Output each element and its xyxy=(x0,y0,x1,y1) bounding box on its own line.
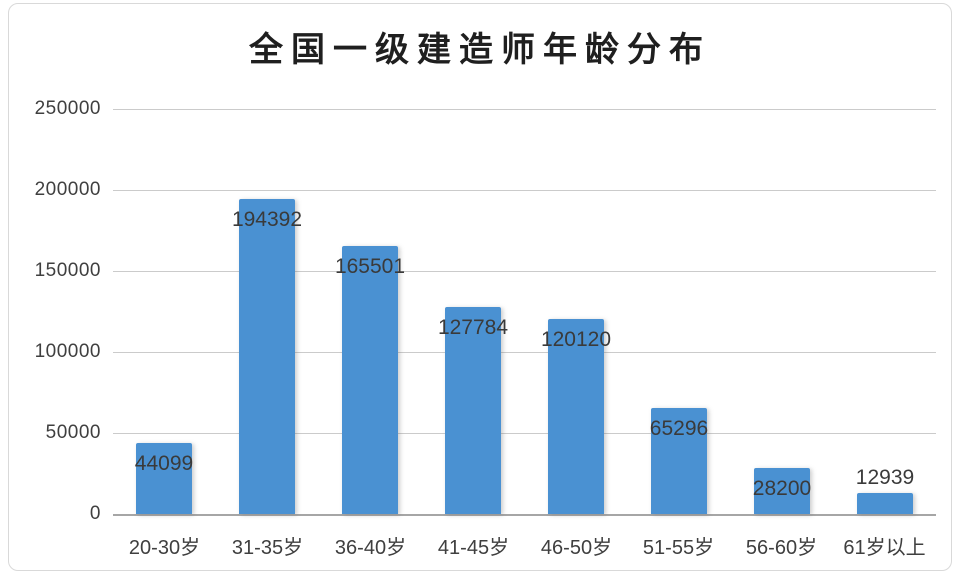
chart-title: 全国一级建造师年龄分布 xyxy=(249,32,711,69)
x-tick-label-41-45岁: 41-45岁 xyxy=(437,537,510,559)
x-tick-label-56-60岁: 56-60岁 xyxy=(745,537,818,559)
gridline xyxy=(113,433,936,434)
bar-31-35岁 xyxy=(239,199,295,514)
bar-56-60岁 xyxy=(754,468,810,514)
y-tick-label: 0 xyxy=(89,503,101,524)
y-tick-label: 100000 xyxy=(34,341,101,362)
chart-frame: 全国一级建造师年龄分布 250000 200000 150000 100000 5000… xyxy=(8,3,952,571)
data-label-36-40岁: 165501 xyxy=(334,255,406,278)
gridline xyxy=(113,271,936,272)
x-tick-label-61岁以上: 61岁以上 xyxy=(843,537,926,559)
x-tick-label-20-30岁: 20-30岁 xyxy=(128,537,201,559)
gridline xyxy=(113,109,936,110)
data-label-61岁以上: 12939 xyxy=(855,466,915,489)
bar-20-30岁 xyxy=(136,443,192,514)
bar-41-45岁 xyxy=(445,307,501,514)
bar-46-50岁 xyxy=(548,319,604,514)
data-label-20-30岁: 44099 xyxy=(134,452,194,475)
gridline xyxy=(113,352,936,353)
gridline xyxy=(113,190,936,191)
x-tick-label-36-40岁: 36-40岁 xyxy=(334,537,407,559)
data-label-41-45岁: 127784 xyxy=(437,316,509,339)
bar-51-55岁 xyxy=(651,408,707,514)
y-tick-label: 150000 xyxy=(34,260,101,281)
y-tick-label: 50000 xyxy=(45,422,101,443)
bar-36-40岁 xyxy=(342,246,398,514)
data-label-31-35岁: 194392 xyxy=(231,208,303,231)
data-label-56-60岁: 28200 xyxy=(752,477,812,500)
x-tick-label-31-35岁: 31-35岁 xyxy=(231,537,304,559)
data-label-46-50岁: 120120 xyxy=(540,328,612,351)
x-tick-label-51-55岁: 51-55岁 xyxy=(642,537,715,559)
x-tick-label-46-50岁: 46-50岁 xyxy=(540,537,613,559)
data-label-51-55岁: 65296 xyxy=(649,417,709,440)
bar-61岁以上 xyxy=(857,493,913,514)
x-axis-line xyxy=(113,514,936,516)
y-tick-label: 250000 xyxy=(34,98,101,119)
y-tick-label: 200000 xyxy=(34,179,101,200)
